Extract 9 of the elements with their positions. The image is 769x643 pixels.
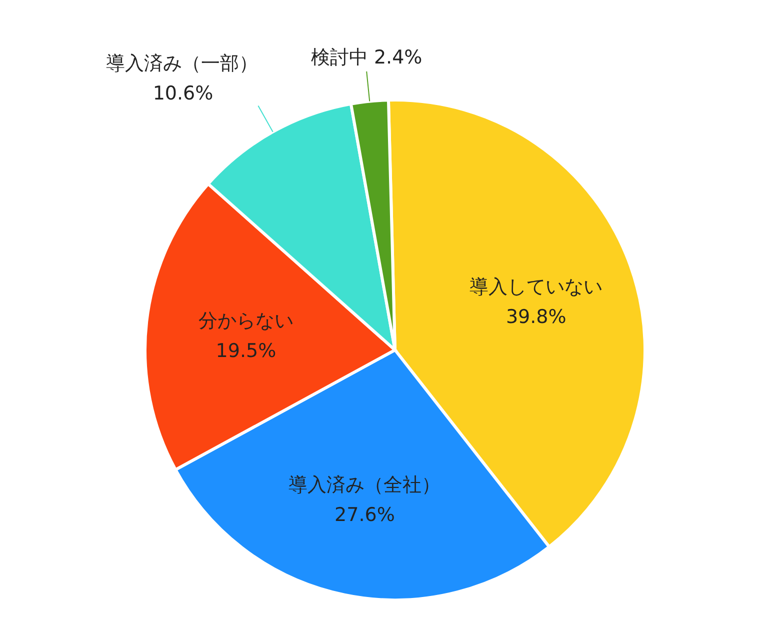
- data-label: 19.5%: [216, 340, 276, 362]
- slice-label: 分からない: [198, 310, 294, 332]
- slice-label: 導入していない: [470, 276, 603, 298]
- slice-label: 導入済み（全社）: [288, 474, 441, 496]
- data-label: 10.6%: [152, 82, 214, 105]
- data-label: 27.6%: [334, 504, 395, 526]
- slice-label: 導入済み（一部）: [106, 52, 258, 75]
- data-label: 39.8%: [506, 306, 566, 328]
- slice-label: 検討中 2.4%: [310, 46, 422, 68]
